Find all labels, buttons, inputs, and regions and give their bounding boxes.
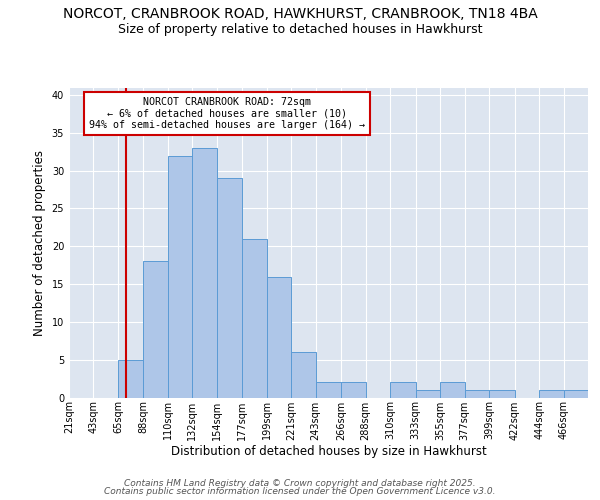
- X-axis label: Distribution of detached houses by size in Hawkhurst: Distribution of detached houses by size …: [170, 445, 487, 458]
- Bar: [168, 156, 193, 398]
- Text: NORCOT CRANBROOK ROAD: 72sqm
← 6% of detached houses are smaller (10)
94% of sem: NORCOT CRANBROOK ROAD: 72sqm ← 6% of det…: [89, 97, 365, 130]
- Text: Size of property relative to detached houses in Hawkhurst: Size of property relative to detached ho…: [118, 22, 482, 36]
- Bar: [341, 382, 366, 398]
- Bar: [217, 178, 242, 398]
- Text: NORCOT, CRANBROOK ROAD, HAWKHURST, CRANBROOK, TN18 4BA: NORCOT, CRANBROOK ROAD, HAWKHURST, CRANB…: [62, 8, 538, 22]
- Text: Contains public sector information licensed under the Open Government Licence v3: Contains public sector information licen…: [104, 487, 496, 496]
- Bar: [416, 390, 440, 398]
- Bar: [291, 352, 316, 398]
- Bar: [316, 382, 341, 398]
- Bar: [118, 360, 143, 398]
- Bar: [143, 262, 168, 398]
- Bar: [563, 390, 588, 398]
- Bar: [440, 382, 464, 398]
- Bar: [464, 390, 489, 398]
- Bar: [242, 238, 267, 398]
- Text: Contains HM Land Registry data © Crown copyright and database right 2025.: Contains HM Land Registry data © Crown c…: [124, 478, 476, 488]
- Bar: [489, 390, 515, 398]
- Y-axis label: Number of detached properties: Number of detached properties: [33, 150, 46, 336]
- Bar: [390, 382, 416, 398]
- Bar: [193, 148, 217, 398]
- Bar: [267, 276, 291, 398]
- Bar: [539, 390, 563, 398]
